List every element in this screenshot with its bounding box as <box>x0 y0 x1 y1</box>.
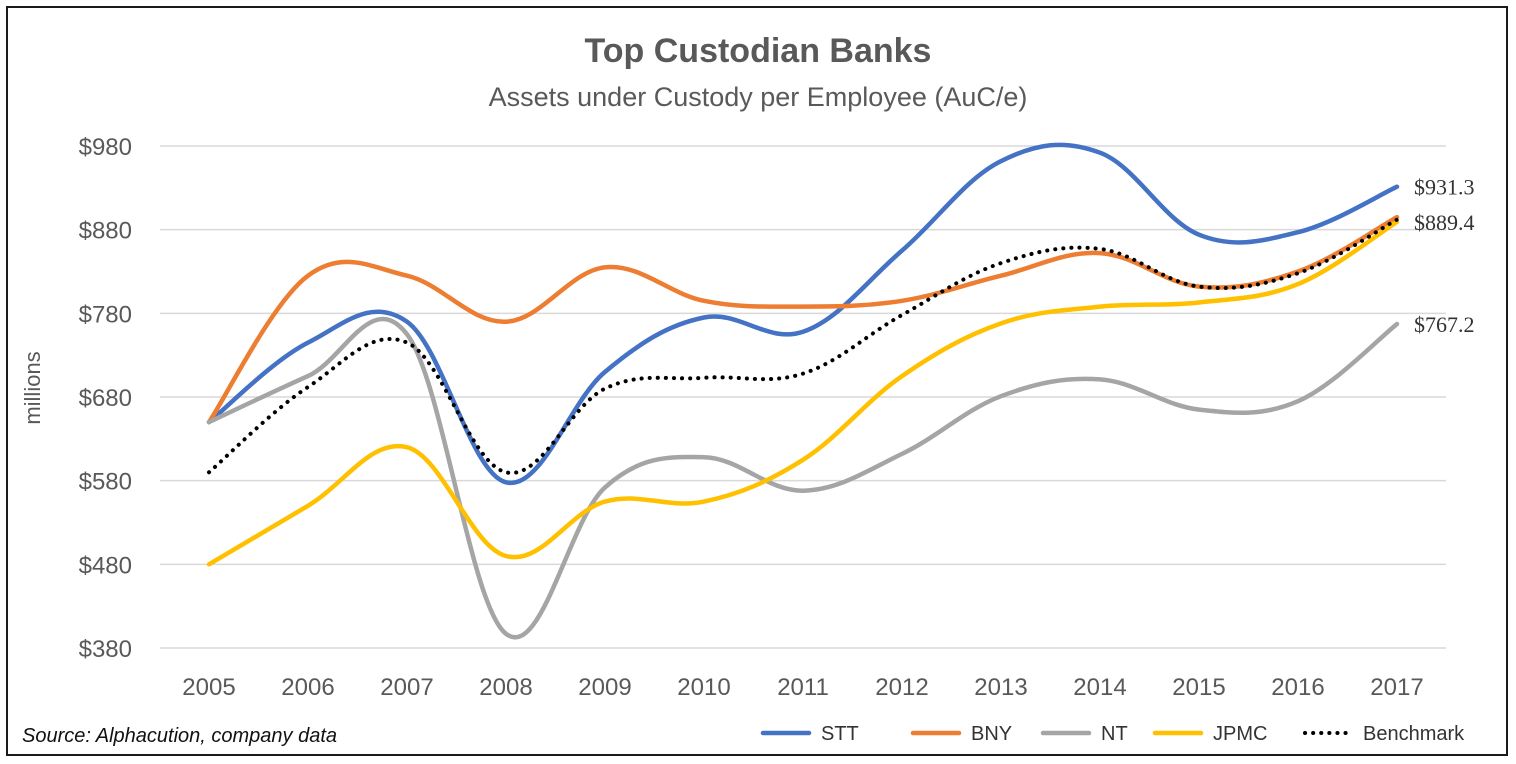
y-axis-label: millions <box>20 351 45 424</box>
x-tick-label: 2016 <box>1271 674 1324 701</box>
series-line-stt <box>206 142 1400 486</box>
end-labels: $931.3 $889.4 $767.2 <box>1414 175 1475 337</box>
legend-label-bny: BNY <box>971 723 1012 745</box>
x-axis-ticks: 2005 2006 2007 2008 2009 2010 2011 2012 2013 2014… <box>182 674 1423 701</box>
legend-label-jpmc: JPMC <box>1213 723 1267 745</box>
x-tick-label: 2013 <box>974 674 1027 701</box>
y-axis-ticks: $980 $880 $780 $680 $580 $480 $380 <box>79 134 132 663</box>
y-tick-label: $580 <box>79 469 132 496</box>
legend-label-nt: NT <box>1101 723 1128 745</box>
y-tick-label: $880 <box>79 218 132 245</box>
legend-label-stt: STT <box>821 723 859 745</box>
series-lines <box>206 142 1400 640</box>
gridlines <box>160 145 1446 649</box>
end-label-jpmc: $889.4 <box>1414 210 1475 235</box>
x-tick-label: 2009 <box>578 674 631 701</box>
y-tick-label: $780 <box>79 301 132 328</box>
x-tick-label: 2012 <box>875 674 928 701</box>
chart-title: Top Custodian Banks <box>585 32 932 70</box>
x-tick-label: 2010 <box>677 674 730 701</box>
legend: STT BNY NT JPMC Benchmark <box>760 723 1465 745</box>
legend-label-benchmark: Benchmark <box>1363 723 1465 745</box>
series-line-bny <box>206 214 1400 425</box>
chart-subtitle: Assets under Custody per Employee (AuC/e… <box>489 82 1028 112</box>
x-tick-label: 2005 <box>182 674 235 701</box>
x-tick-label: 2008 <box>479 674 532 701</box>
x-tick-label: 2011 <box>777 674 829 701</box>
x-tick-label: 2014 <box>1073 674 1126 701</box>
x-tick-label: 2015 <box>1172 674 1225 701</box>
y-tick-label: $380 <box>79 636 132 663</box>
end-label-nt: $767.2 <box>1414 312 1475 337</box>
source-note: Source: Alphacution, company data <box>22 725 337 747</box>
x-tick-label: 2007 <box>380 674 433 701</box>
series-line-benchmark <box>207 217 1399 475</box>
series-line-jpmc <box>206 219 1400 567</box>
y-tick-label: $480 <box>79 552 132 579</box>
y-tick-label: $980 <box>79 134 132 161</box>
x-tick-label: 2006 <box>281 674 334 701</box>
y-tick-label: $680 <box>79 385 132 412</box>
series-line-nt <box>206 316 1400 640</box>
end-label-stt: $931.3 <box>1414 175 1475 200</box>
x-tick-label: 2017 <box>1370 674 1423 701</box>
